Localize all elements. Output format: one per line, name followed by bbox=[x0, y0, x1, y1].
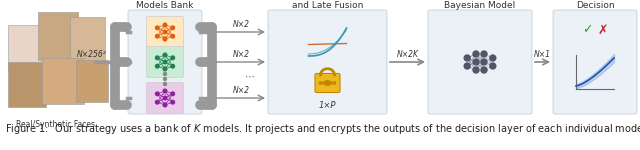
Circle shape bbox=[473, 59, 479, 65]
Bar bbox=[42, 58, 84, 104]
Text: Models Bank: Models Bank bbox=[136, 1, 194, 10]
Circle shape bbox=[171, 100, 175, 104]
Circle shape bbox=[163, 72, 166, 75]
Text: N×2K: N×2K bbox=[397, 50, 419, 59]
Text: Figure 1:  Our strategy uses a bank of $K$ models. It projects and encrypts the : Figure 1: Our strategy uses a bank of $K… bbox=[5, 122, 640, 136]
Circle shape bbox=[325, 81, 330, 86]
Circle shape bbox=[481, 59, 487, 65]
Circle shape bbox=[490, 55, 496, 61]
Circle shape bbox=[171, 92, 175, 96]
Circle shape bbox=[171, 34, 175, 38]
Text: Bayesian Model: Bayesian Model bbox=[444, 1, 516, 10]
Circle shape bbox=[163, 23, 167, 27]
Text: Real/Synthetic Faces: Real/Synthetic Faces bbox=[15, 120, 95, 129]
Circle shape bbox=[163, 30, 167, 34]
Circle shape bbox=[330, 82, 332, 84]
Circle shape bbox=[481, 67, 487, 73]
Circle shape bbox=[490, 63, 496, 69]
Bar bbox=[8, 25, 43, 70]
Circle shape bbox=[156, 26, 159, 30]
Circle shape bbox=[464, 55, 470, 61]
Text: ✗: ✗ bbox=[598, 24, 608, 36]
Circle shape bbox=[163, 78, 166, 81]
Circle shape bbox=[473, 67, 479, 73]
FancyBboxPatch shape bbox=[428, 10, 532, 114]
Bar bbox=[76, 60, 108, 102]
Circle shape bbox=[481, 51, 487, 57]
Text: ✓: ✓ bbox=[582, 24, 592, 36]
Text: Decision: Decision bbox=[576, 1, 614, 10]
Circle shape bbox=[156, 92, 159, 96]
Circle shape bbox=[163, 96, 167, 100]
Circle shape bbox=[326, 82, 329, 84]
Circle shape bbox=[156, 56, 159, 60]
Circle shape bbox=[171, 26, 175, 30]
Circle shape bbox=[163, 103, 167, 107]
Circle shape bbox=[163, 53, 167, 57]
Circle shape bbox=[171, 64, 175, 68]
Text: ⋯: ⋯ bbox=[245, 72, 255, 82]
Circle shape bbox=[163, 60, 167, 64]
Circle shape bbox=[156, 100, 159, 104]
Circle shape bbox=[156, 64, 159, 68]
Bar bbox=[38, 12, 78, 60]
Text: Polynomial Projection
and Late Fusion: Polynomial Projection and Late Fusion bbox=[279, 0, 376, 10]
Circle shape bbox=[163, 67, 167, 71]
Circle shape bbox=[163, 82, 166, 85]
Bar bbox=[70, 17, 105, 62]
Circle shape bbox=[333, 82, 336, 84]
FancyBboxPatch shape bbox=[147, 16, 184, 48]
Circle shape bbox=[323, 82, 325, 84]
FancyBboxPatch shape bbox=[147, 82, 184, 114]
Circle shape bbox=[319, 82, 322, 84]
Circle shape bbox=[473, 51, 479, 57]
Text: N×1: N×1 bbox=[534, 50, 551, 59]
Circle shape bbox=[163, 89, 167, 93]
FancyBboxPatch shape bbox=[268, 10, 387, 114]
Circle shape bbox=[171, 56, 175, 60]
FancyBboxPatch shape bbox=[553, 10, 637, 114]
Text: N×2: N×2 bbox=[232, 50, 250, 59]
Text: N×2: N×2 bbox=[232, 20, 250, 29]
Bar bbox=[8, 62, 46, 107]
Circle shape bbox=[156, 34, 159, 38]
Circle shape bbox=[464, 63, 470, 69]
FancyBboxPatch shape bbox=[147, 46, 184, 78]
Circle shape bbox=[163, 37, 167, 41]
FancyBboxPatch shape bbox=[315, 74, 340, 93]
Text: N×256²: N×256² bbox=[77, 50, 107, 59]
Text: N×2: N×2 bbox=[232, 86, 250, 95]
Text: 1×P: 1×P bbox=[319, 101, 336, 110]
FancyBboxPatch shape bbox=[128, 10, 202, 114]
